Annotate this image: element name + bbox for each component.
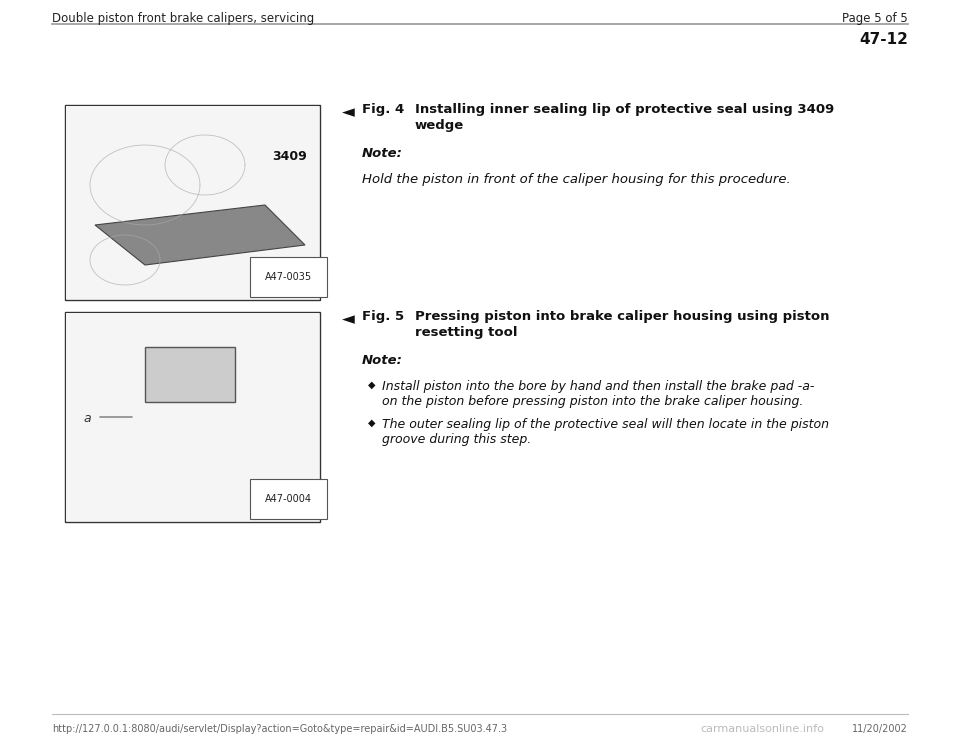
Text: Double piston front brake calipers, servicing: Double piston front brake calipers, serv…: [52, 12, 314, 25]
Text: ◆: ◆: [368, 380, 375, 390]
Text: carmanualsonline.info: carmanualsonline.info: [700, 724, 824, 734]
Bar: [65, 312, 320, 522]
Bar: [65, 105, 320, 300]
Text: 47-12: 47-12: [859, 32, 908, 47]
Text: ◄: ◄: [342, 103, 355, 121]
Text: groove during this step.: groove during this step.: [382, 433, 531, 446]
Text: 3409: 3409: [273, 150, 307, 163]
Text: A47-0004: A47-0004: [265, 494, 312, 504]
Bar: [66, 106, 319, 299]
Text: on the piston before pressing piston into the brake caliper housing.: on the piston before pressing piston int…: [382, 395, 804, 408]
Text: Pressing piston into brake caliper housing using piston: Pressing piston into brake caliper housi…: [415, 310, 829, 323]
Text: Installing inner sealing lip of protective seal using 3409: Installing inner sealing lip of protecti…: [415, 103, 834, 116]
Text: http://127.0.0.1:8080/audi/servlet/Display?action=Goto&type=repair&id=AUDI.B5.SU: http://127.0.0.1:8080/audi/servlet/Displ…: [52, 724, 507, 734]
Text: Fig. 4: Fig. 4: [362, 103, 404, 116]
Text: Fig. 5: Fig. 5: [362, 310, 404, 323]
Bar: [66, 313, 319, 521]
Text: Page 5 of 5: Page 5 of 5: [842, 12, 908, 25]
Text: ◆: ◆: [368, 418, 375, 428]
Text: The outer sealing lip of the protective seal will then locate in the piston: The outer sealing lip of the protective …: [382, 418, 829, 431]
Text: 11/20/2002: 11/20/2002: [852, 724, 908, 734]
Text: Note:: Note:: [362, 147, 403, 160]
Polygon shape: [95, 205, 305, 265]
Text: A47-0035: A47-0035: [265, 272, 312, 282]
Text: a: a: [83, 412, 90, 425]
Text: resetting tool: resetting tool: [415, 326, 517, 339]
Text: Install piston into the bore by hand and then install the brake pad -a-: Install piston into the bore by hand and…: [382, 380, 814, 393]
Text: ◄: ◄: [342, 310, 355, 328]
Text: Note:: Note:: [362, 354, 403, 367]
Bar: [145, 347, 235, 402]
Text: wedge: wedge: [415, 119, 465, 132]
Text: Hold the piston in front of the caliper housing for this procedure.: Hold the piston in front of the caliper …: [362, 173, 791, 186]
